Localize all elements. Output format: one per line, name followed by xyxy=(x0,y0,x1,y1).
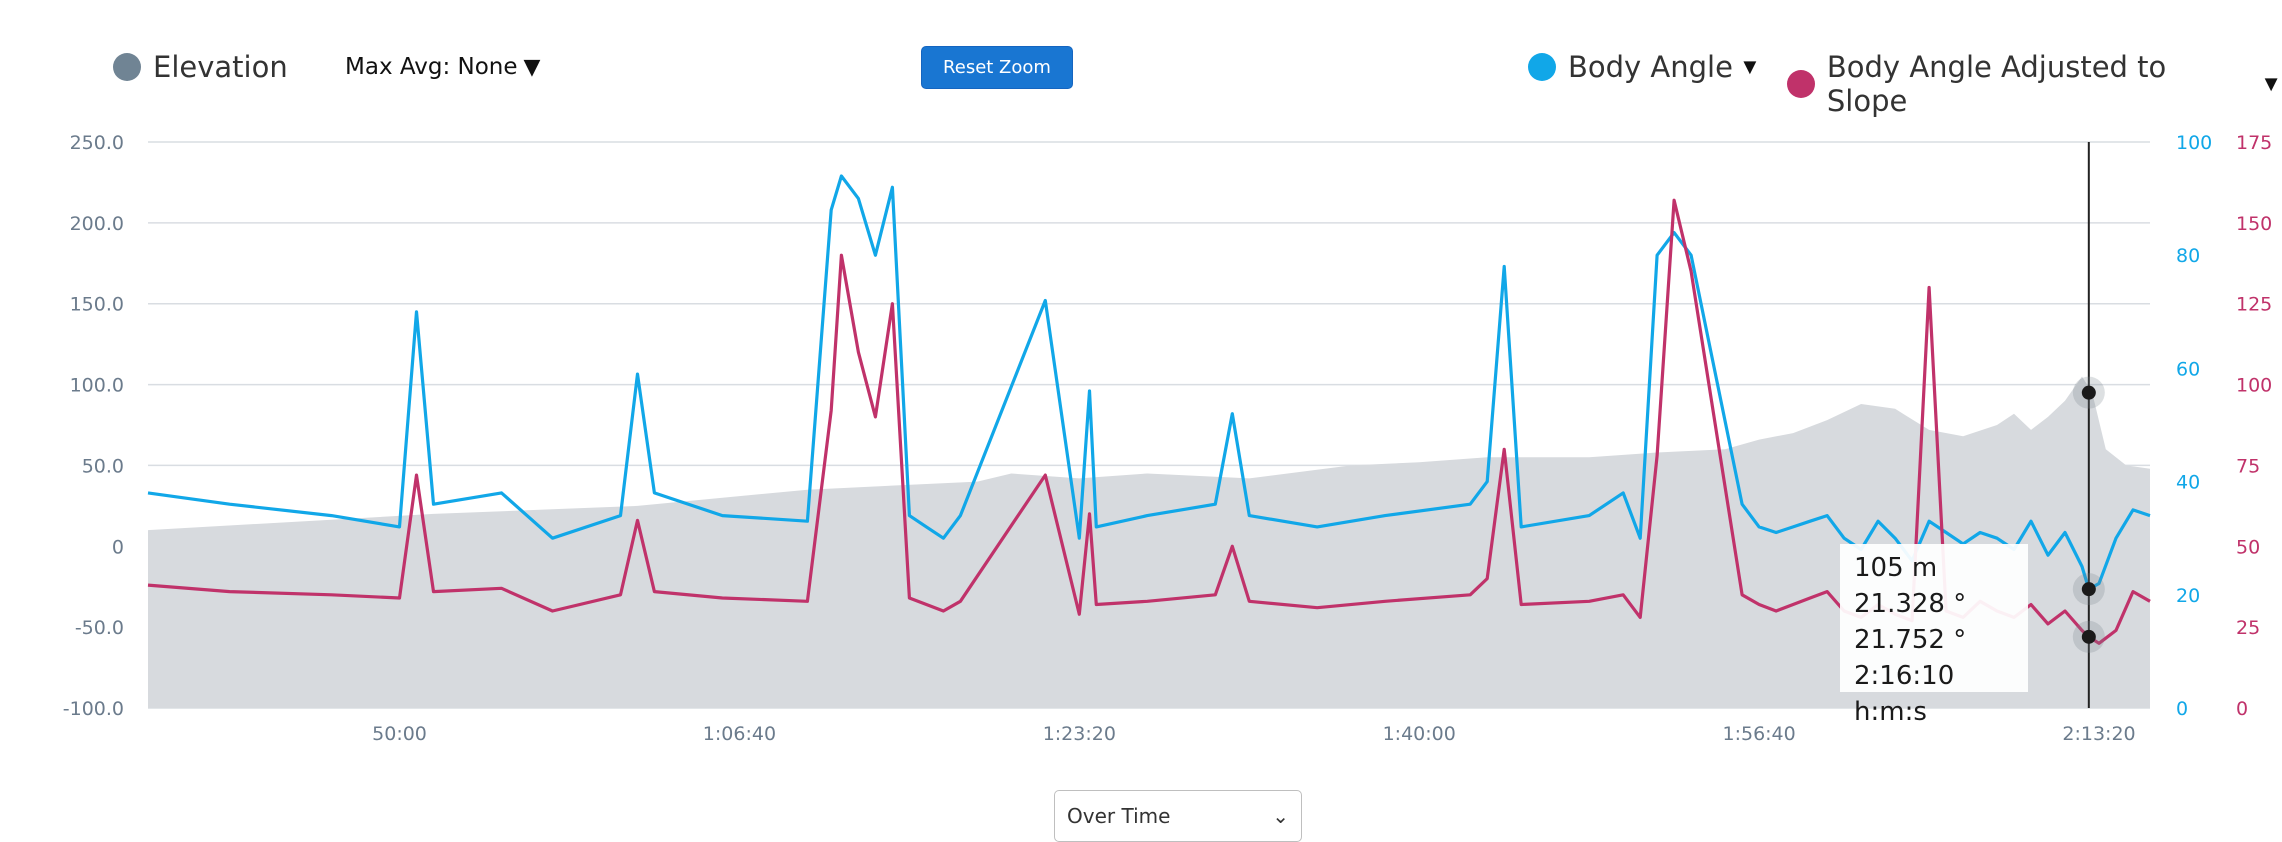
max-avg-label: Max Avg: None xyxy=(345,54,518,80)
reset-zoom-button[interactable]: Reset Zoom xyxy=(921,46,1073,89)
crosshair-body-angle-point xyxy=(2081,582,2096,597)
elevation-legend-dot xyxy=(113,53,141,81)
y-right-body-tick-label: 80 xyxy=(2176,245,2200,267)
x-tick-label: 50:00 xyxy=(372,723,427,745)
chevron-down-icon: ⌄ xyxy=(1272,804,1289,828)
y-right-slope-tick-label: 25 xyxy=(2236,617,2260,639)
legend-body-angle[interactable]: Body Angle ▼ xyxy=(1528,50,1761,84)
y-right-body-tick-label: 100 xyxy=(2176,132,2212,154)
view-mode-select[interactable]: Over Time ⌄ xyxy=(1054,790,1302,842)
y-left-tick-label: -100.0 xyxy=(63,698,124,720)
legend-body-angle-label: Body Angle xyxy=(1568,50,1733,84)
y-left-tick-label: 100.0 xyxy=(70,375,124,397)
y-left-tick-label: 150.0 xyxy=(70,294,124,316)
tooltip-elevation: 105 m xyxy=(1854,553,1938,583)
tooltip-time: 2:16:10 h:m:s xyxy=(1854,661,1955,727)
y-right-slope-tick-label: 0 xyxy=(2236,698,2248,720)
y-right-slope-tick-label: 100 xyxy=(2236,375,2272,397)
x-tick-label: 2:13:20 xyxy=(2062,723,2135,745)
y-right-slope-tick-label: 150 xyxy=(2236,213,2272,235)
legend-elevation[interactable]: Elevation xyxy=(113,50,288,84)
crosshair xyxy=(2072,142,2105,708)
x-axis: 50:00 1:06:40 1:23:20 1:40:00 1:56:40 2:13:20 xyxy=(372,723,2135,745)
y-right-slope-tick-label: 125 xyxy=(2236,294,2272,316)
x-tick-label: 1:06:40 xyxy=(703,723,776,745)
y-right-body-tick-label: 60 xyxy=(2176,358,2200,380)
y-axis-right-slope: 175 150 125 100 75 50 25 0 xyxy=(2236,132,2272,720)
series-elevation-area-path xyxy=(148,376,2150,708)
y-left-tick-label: 250.0 xyxy=(70,132,124,154)
y-left-tick-label: -50.0 xyxy=(75,617,124,639)
tooltip-slope-angle: 21.752 ° xyxy=(1854,625,1967,655)
y-right-slope-tick-label: 75 xyxy=(2236,455,2260,477)
x-tick-label: 1:56:40 xyxy=(1722,723,1795,745)
y-left-tick-label: 50.0 xyxy=(82,455,124,477)
caret-down-icon[interactable]: ▼ xyxy=(1738,54,1761,79)
y-right-body-tick-label: 0 xyxy=(2176,698,2188,720)
y-axis-left: 250.0 200.0 150.0 100.0 50.0 0 -50.0 -100.0 xyxy=(63,132,124,720)
y-right-body-tick-label: 20 xyxy=(2176,585,2200,607)
crosshair-slope-point xyxy=(2081,629,2096,644)
body-angle-legend-dot xyxy=(1528,53,1556,81)
x-tick-label: 1:23:20 xyxy=(1043,723,1116,745)
y-right-body-tick-label: 40 xyxy=(2176,472,2200,494)
legend-slope-label: Body Angle Adjusted to Slope xyxy=(1826,50,2167,118)
series-body-angle-line xyxy=(147,174,2151,591)
y-right-slope-tick-label: 50 xyxy=(2236,536,2260,558)
legend-elevation-label: Elevation xyxy=(153,50,288,84)
view-mode-value: Over Time xyxy=(1067,804,1171,828)
y-axis-right-body-angle: 100 80 60 40 20 0 xyxy=(2176,132,2212,720)
x-tick-label: 1:40:00 xyxy=(1383,723,1456,745)
caret-down-icon[interactable]: ▼ xyxy=(2260,71,2282,96)
slope-legend-dot xyxy=(1787,70,1815,98)
caret-down-icon: ▼ xyxy=(523,54,541,80)
legend-body-angle-slope[interactable]: Body Angle Adjusted to Slope ▼ xyxy=(1787,50,2282,118)
y-right-slope-tick-label: 175 xyxy=(2236,132,2272,154)
chart-tooltip: 105 m 21.328 ° 21.752 ° 2:16:10 h:m:s xyxy=(1840,544,2028,727)
y-left-tick-label: 0 xyxy=(112,536,124,558)
y-left-tick-label: 200.0 xyxy=(70,213,124,235)
series-elevation-area xyxy=(148,376,2150,708)
crosshair-elevation-point xyxy=(2081,385,2096,400)
max-avg-dropdown[interactable]: Max Avg: None ▼ xyxy=(345,54,540,80)
tooltip-body-angle: 21.328 ° xyxy=(1854,589,1967,619)
